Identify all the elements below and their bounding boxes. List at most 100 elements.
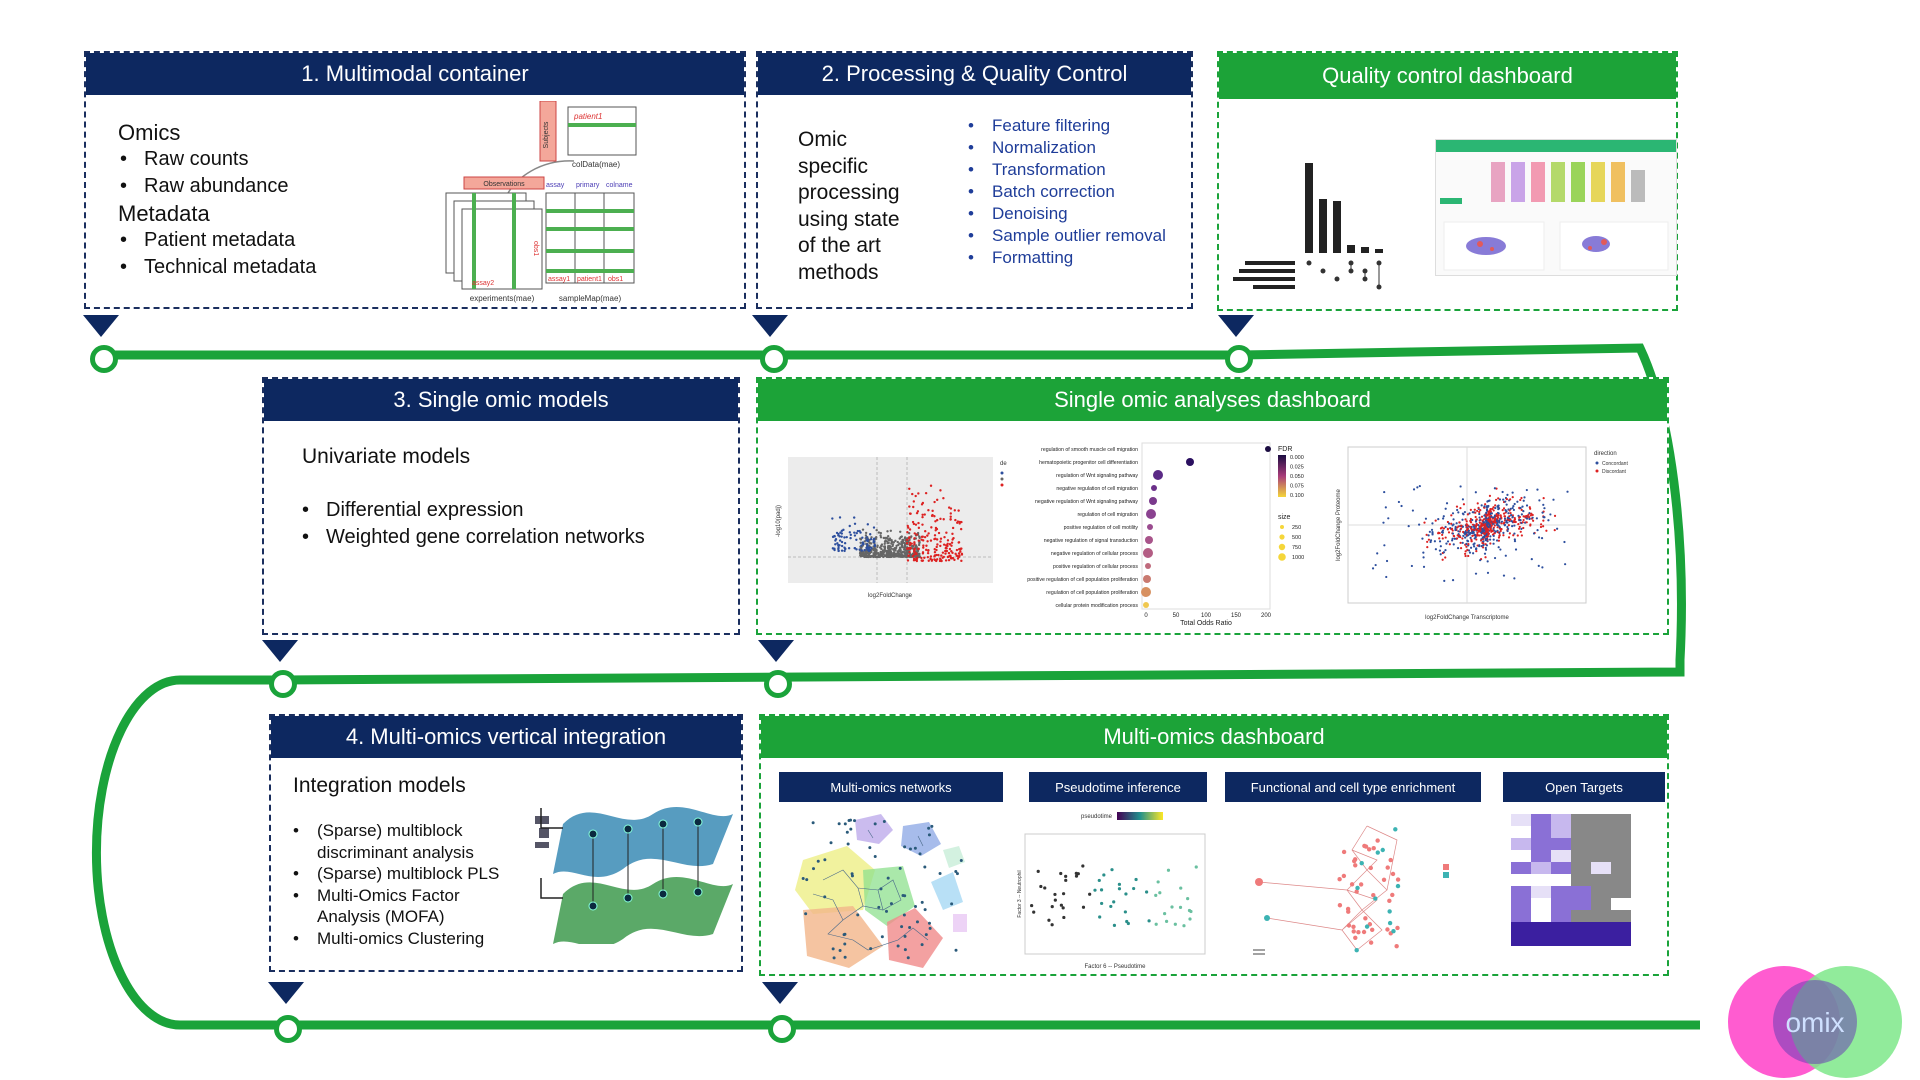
plot-point <box>923 513 926 516</box>
pseudotime-point <box>1100 901 1104 906</box>
plot-point <box>1532 519 1535 522</box>
plot-point <box>1472 552 1475 555</box>
plot-point <box>1472 525 1476 528</box>
plot-point <box>849 533 852 537</box>
heatmap-cell <box>1591 922 1611 934</box>
plot-point <box>950 541 954 544</box>
tab-pseudotime-inference[interactable]: Pseudotime inference <box>1029 772 1207 802</box>
plot-point <box>870 536 873 539</box>
plot-point <box>1503 523 1507 526</box>
plot-point <box>956 557 960 560</box>
plot-point <box>898 546 902 549</box>
plot-point <box>1517 514 1520 517</box>
multimodal-container-box: 1. Multimodal container Omics Raw counts… <box>84 51 746 309</box>
network-node <box>908 847 912 851</box>
plot-point <box>900 551 903 554</box>
plot-point <box>899 530 902 533</box>
plot-point <box>1474 520 1478 523</box>
plot-point <box>917 543 921 547</box>
plot-point <box>948 547 952 551</box>
enrichment-node <box>1371 846 1376 851</box>
plot-point <box>1441 531 1444 534</box>
plot-point <box>1464 518 1467 521</box>
plot-point <box>1498 531 1501 534</box>
plot-point <box>1480 504 1483 507</box>
plot-point <box>1470 527 1473 531</box>
plot-point <box>1456 508 1459 512</box>
list-item: Raw abundance <box>118 173 316 200</box>
plot-point <box>1485 506 1489 509</box>
plot-point <box>1438 549 1442 552</box>
heatmap-cell <box>1591 826 1611 838</box>
plot-point <box>917 539 920 542</box>
enrichment-node <box>1394 944 1399 949</box>
list-item: (Sparse) multiblock discriminant analysi… <box>291 820 511 863</box>
plot-point <box>1441 533 1444 536</box>
plot-point <box>859 541 862 544</box>
plot-point <box>1486 500 1489 503</box>
volcano-ylabel: -log10(padj) <box>776 505 782 537</box>
plot-point <box>1519 498 1522 502</box>
heatmap-cell <box>1611 814 1631 826</box>
plot-point <box>915 552 918 556</box>
plot-point <box>1496 517 1499 520</box>
plot-point <box>1511 525 1514 528</box>
plot-point <box>1566 490 1569 493</box>
plot-point <box>937 553 940 557</box>
heatmap-cell <box>1551 826 1571 838</box>
plot-point <box>1477 530 1480 533</box>
pseudotime-label: pseudotime <box>1081 814 1113 820</box>
plot-point <box>1510 513 1513 517</box>
plot-point <box>874 555 878 559</box>
network-node <box>873 822 877 826</box>
plot-point <box>880 547 883 551</box>
plot-point <box>918 535 921 538</box>
plot-point <box>926 534 929 537</box>
plot-point <box>873 547 877 550</box>
plot-point <box>942 555 946 559</box>
plot-point <box>1553 514 1557 517</box>
dotplot-point <box>1153 470 1163 480</box>
plot-point <box>1473 545 1476 548</box>
plot-point <box>1499 529 1502 533</box>
tab-functional-enrichment[interactable]: Functional and cell type enrichment <box>1225 772 1481 802</box>
plot-point <box>921 551 925 554</box>
enrichment-node <box>1373 896 1378 901</box>
plot-point <box>837 549 840 553</box>
plot-point <box>1514 520 1517 524</box>
plot-point <box>945 531 948 534</box>
plot-point <box>1416 486 1419 489</box>
plot-point <box>1466 534 1470 537</box>
plot-point <box>1485 508 1489 511</box>
plot-point <box>1531 513 1534 517</box>
plot-point <box>1439 553 1442 556</box>
plot-point <box>1497 536 1501 539</box>
network-node <box>880 935 884 939</box>
size-tick: 750 <box>1292 545 1301 551</box>
dotplot-term-label: regulation of smooth muscle cell migrati… <box>1041 447 1138 453</box>
heatmap-cell <box>1511 814 1531 826</box>
enrichment-node <box>1380 847 1385 853</box>
plot-point <box>1465 520 1468 523</box>
plot-point <box>1473 527 1476 530</box>
dotplot-term-label: negative regulation of Wnt signaling pat… <box>1035 499 1138 505</box>
plot-point <box>1549 513 1552 516</box>
plot-point <box>1459 535 1462 539</box>
plot-point <box>908 544 912 547</box>
plot-point <box>886 555 889 558</box>
mae-diagram: Subjects patient1 colData(mae) Observati… <box>445 101 637 303</box>
enrichment-node <box>1355 885 1360 891</box>
enrichment-node <box>1351 924 1356 929</box>
plot-point <box>911 520 915 524</box>
list-item: (Sparse) multiblock PLS <box>291 863 511 885</box>
heatmap-cell <box>1511 826 1531 838</box>
tab-multiomics-networks[interactable]: Multi-omics networks <box>779 772 1003 802</box>
plot-point <box>917 526 921 530</box>
tab-open-targets[interactable]: Open Targets <box>1503 772 1665 802</box>
plot-point <box>1450 522 1453 525</box>
timeline-node <box>90 345 118 373</box>
observations-label: Observations <box>483 181 525 188</box>
plot-point <box>1514 548 1518 551</box>
plot-point <box>1477 523 1480 527</box>
enrichment-node <box>1393 827 1398 832</box>
